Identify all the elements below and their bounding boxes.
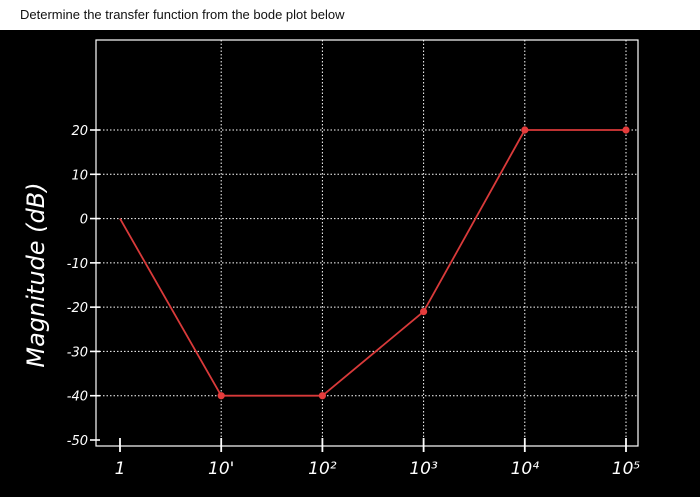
- y-tick-label: -10: [67, 257, 88, 272]
- data-point: [217, 392, 225, 400]
- data-point: [318, 392, 326, 400]
- y-axis-title: Magnitude (dB): [22, 182, 50, 367]
- question-text: Determine the transfer function from the…: [0, 0, 700, 30]
- data-point: [521, 126, 529, 134]
- x-tick-label: 10²: [308, 459, 337, 479]
- plot-frame: [95, 39, 639, 447]
- x-tick-label: 1: [115, 459, 126, 479]
- data-point: [420, 307, 428, 316]
- magnitude-line: [119, 129, 626, 397]
- y-tick-label: 0: [80, 213, 88, 228]
- y-tick-label: -40: [67, 390, 88, 405]
- y-tick-label: 10: [71, 168, 88, 183]
- data-point: [622, 126, 630, 134]
- y-tick-label: 20: [71, 124, 88, 139]
- x-tick-label: 10⁵: [612, 459, 641, 479]
- y-tick-label: -30: [67, 345, 88, 360]
- x-tick-label: 10⁴: [511, 459, 540, 479]
- x-tick-label: 10': [208, 459, 234, 479]
- y-tick-label: -20: [67, 301, 88, 316]
- x-tick-label: 10³: [409, 459, 438, 479]
- y-tick-label: -50: [67, 434, 88, 449]
